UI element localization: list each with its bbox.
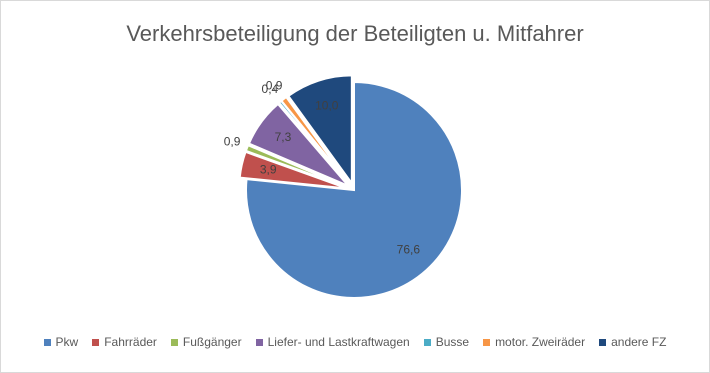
pie-slice <box>286 74 353 187</box>
legend-item: Fahrräder <box>92 335 157 349</box>
legend-item: Pkw <box>43 335 79 349</box>
legend-label: Busse <box>435 335 470 349</box>
legend-item: Liefer- und Lastkraftwagen <box>255 335 410 349</box>
legend-label: motor. Zweiräder <box>495 335 586 349</box>
legend-label: andere FZ <box>611 335 667 349</box>
pie-slice <box>280 95 351 186</box>
legend-swatch <box>483 338 491 346</box>
pie-slice <box>238 150 348 190</box>
legend-item: motor. Zweiräder <box>483 335 585 349</box>
legend-swatch <box>170 338 178 346</box>
legend-swatch <box>423 338 431 346</box>
data-label: 3,9 <box>260 163 277 177</box>
data-label: 0,9 <box>266 78 283 92</box>
pie-slice <box>247 102 350 187</box>
data-label: 0,9 <box>224 134 241 148</box>
chart: Verkehrsbeteiligung der Beteiligten u. M… <box>126 21 584 299</box>
legend: Pkw Fahrräder Fußgänger Liefer- und Lastkra… <box>1 335 709 349</box>
legend-swatch <box>92 338 100 346</box>
legend-swatch <box>43 338 51 346</box>
data-label: 7,3 <box>275 130 292 144</box>
data-label: 76,6 <box>397 242 421 256</box>
legend-item: andere FZ <box>599 335 666 349</box>
legend-label: Fahrräder <box>104 335 157 349</box>
data-label: 0,4 <box>262 82 279 96</box>
pie-slice <box>245 80 463 299</box>
data-label: 10,0 <box>315 98 339 112</box>
pie-slice <box>244 143 348 189</box>
chart-title: Verkehrsbeteiligung der Beteiligten u. M… <box>126 21 583 46</box>
legend-label: Liefer- und Lastkraftwagen <box>267 335 410 349</box>
legend-label: Pkw <box>55 335 79 349</box>
legend-item: Busse <box>423 335 470 349</box>
legend-label: Fußgänger <box>182 335 242 349</box>
legend-item: Fußgänger <box>170 335 242 349</box>
legend-swatch <box>255 338 263 346</box>
legend-swatch <box>599 338 607 346</box>
